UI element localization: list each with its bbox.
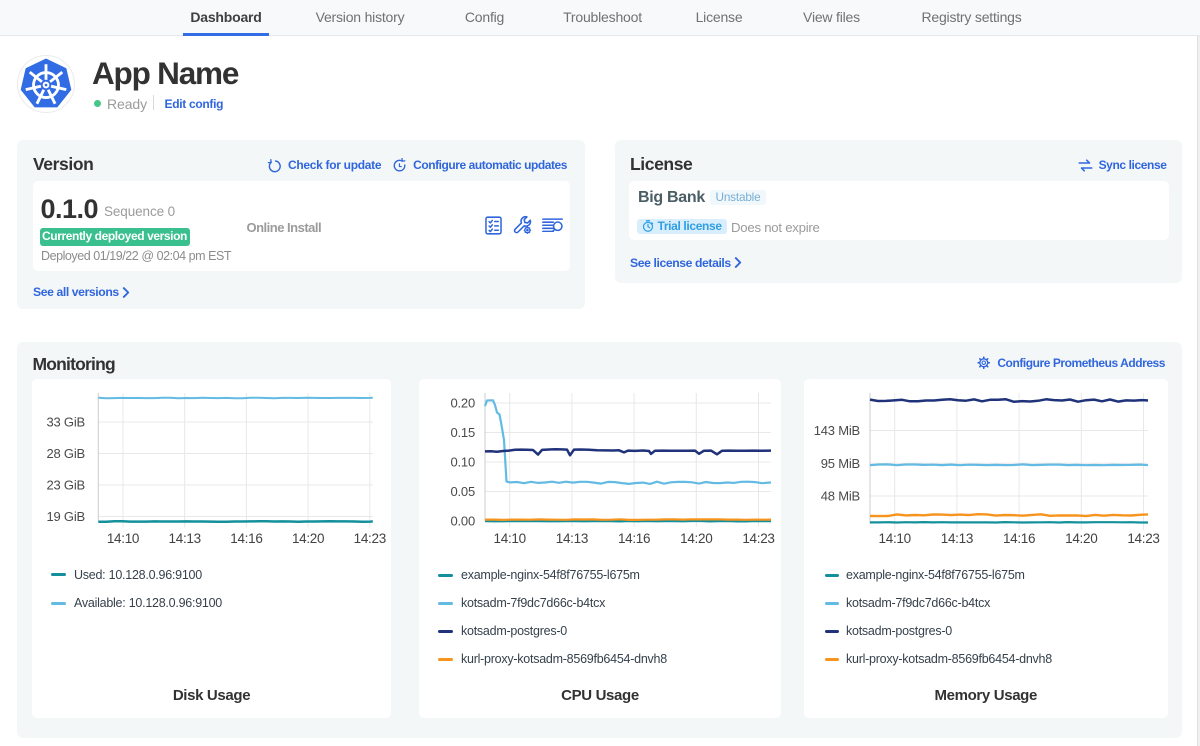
svg-text:0.00: 0.00 — [450, 514, 475, 529]
svg-text:14:23: 14:23 — [1127, 531, 1159, 546]
svg-text:14:20: 14:20 — [292, 531, 324, 546]
svg-text:95 MiB: 95 MiB — [821, 456, 860, 471]
svg-text:14:20: 14:20 — [680, 531, 712, 546]
svg-text:14:16: 14:16 — [618, 531, 650, 546]
svg-text:14:10: 14:10 — [879, 531, 911, 546]
svg-text:14:10: 14:10 — [494, 531, 526, 546]
svg-text:33 GiB: 33 GiB — [46, 415, 85, 430]
svg-text:0.15: 0.15 — [450, 425, 475, 440]
svg-text:14:23: 14:23 — [354, 531, 386, 546]
svg-text:14:16: 14:16 — [230, 531, 262, 546]
svg-text:143 MiB: 143 MiB — [814, 423, 860, 438]
svg-text:0.20: 0.20 — [450, 396, 475, 411]
svg-text:0.05: 0.05 — [450, 484, 475, 499]
svg-text:28 GiB: 28 GiB — [46, 446, 85, 461]
svg-text:48 MiB: 48 MiB — [821, 489, 860, 504]
svg-text:14:20: 14:20 — [1065, 531, 1097, 546]
svg-text:14:10: 14:10 — [107, 531, 139, 546]
svg-text:14:16: 14:16 — [1003, 531, 1035, 546]
svg-text:14:23: 14:23 — [742, 531, 774, 546]
svg-text:14:13: 14:13 — [169, 531, 201, 546]
svg-text:23 GiB: 23 GiB — [46, 478, 85, 493]
svg-text:19 GiB: 19 GiB — [46, 509, 85, 524]
svg-text:14:13: 14:13 — [941, 531, 973, 546]
svg-text:14:13: 14:13 — [556, 531, 588, 546]
svg-text:0.10: 0.10 — [450, 455, 475, 470]
